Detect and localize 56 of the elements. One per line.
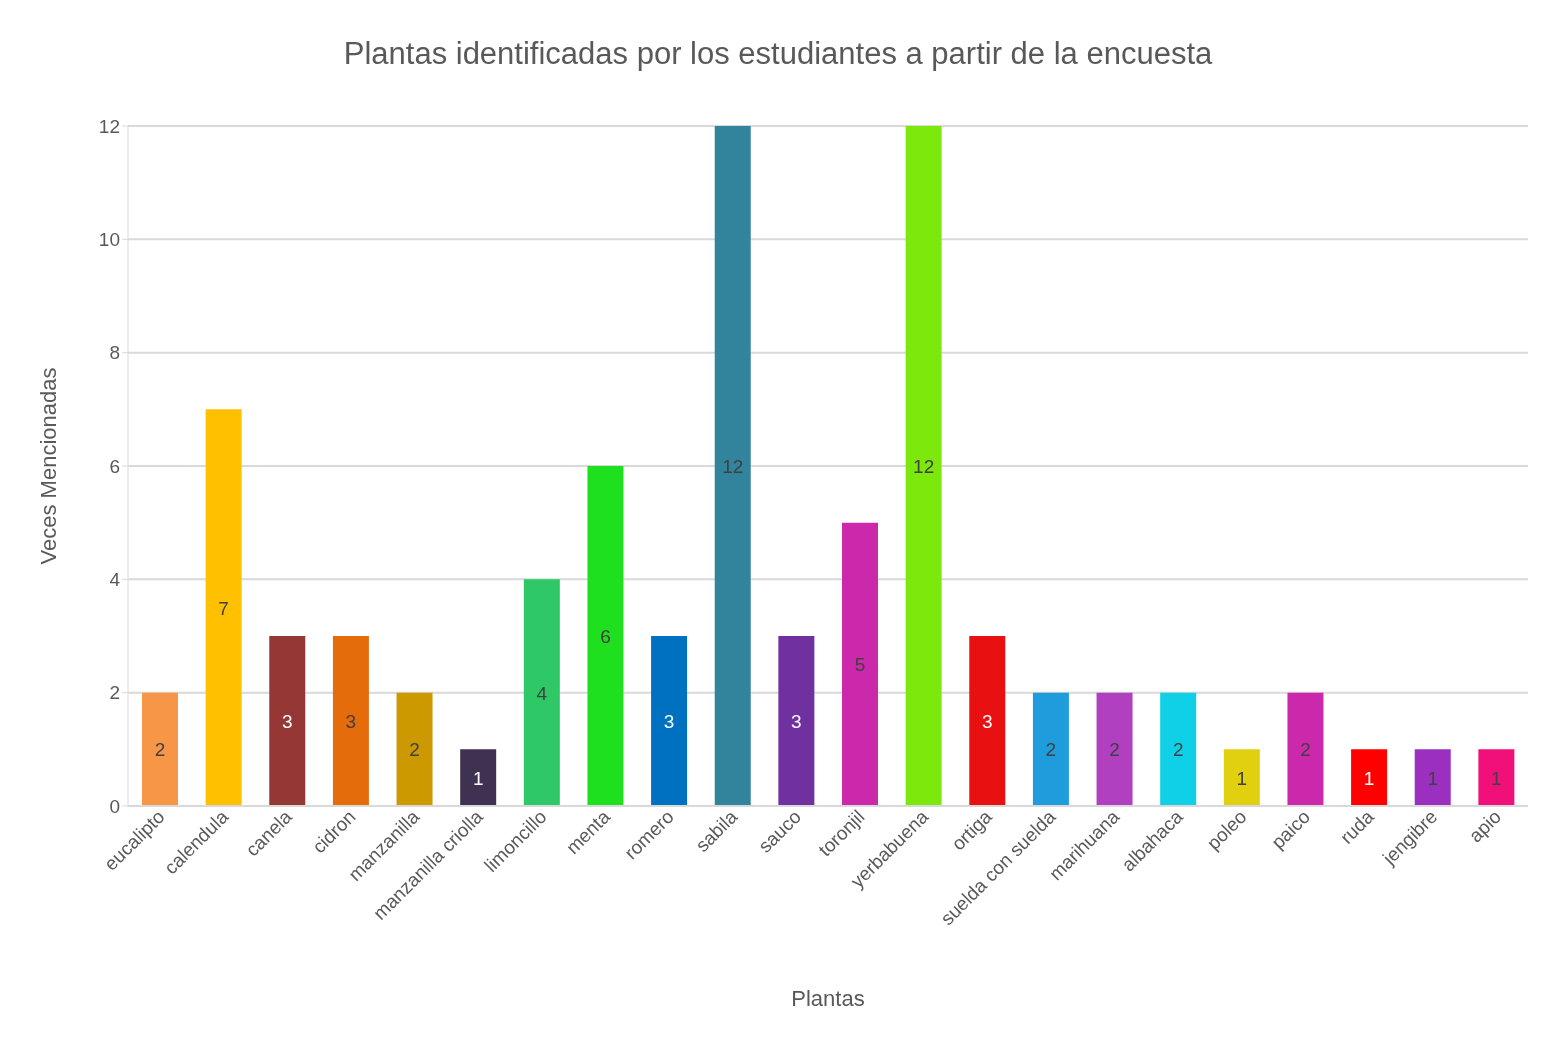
bar	[1478, 749, 1515, 806]
data-label: 3	[981, 711, 993, 732]
bar	[396, 692, 433, 806]
data-label: 1	[1363, 767, 1375, 789]
data-label: 12	[913, 456, 935, 477]
data-label: 2	[1109, 739, 1120, 761]
y-tick-label: 12	[98, 115, 120, 137]
bar	[142, 692, 178, 806]
data-label: 2	[1300, 739, 1311, 761]
data-label: 3	[663, 711, 675, 732]
bar	[1414, 749, 1451, 806]
x-axis-title: Plantas	[791, 986, 865, 1011]
bar	[460, 749, 497, 806]
y-tick-label: 6	[109, 455, 120, 477]
bar	[651, 636, 688, 806]
data-label: 5	[854, 654, 866, 676]
bar	[1096, 692, 1133, 806]
bar	[523, 579, 560, 806]
bar	[269, 636, 306, 806]
y-tick-label: 8	[109, 342, 120, 364]
bar	[587, 466, 624, 806]
y-tick-label: 10	[98, 229, 120, 251]
data-label: 1	[1491, 767, 1502, 789]
data-label: 2	[1172, 739, 1184, 761]
data-label: 3	[791, 711, 802, 732]
data-label: 7	[218, 597, 229, 619]
bar	[205, 409, 242, 806]
y-tick-label: 0	[109, 795, 120, 817]
data-label: 3	[345, 711, 357, 732]
data-label: 6	[600, 626, 611, 647]
bar	[842, 522, 878, 806]
bar	[1351, 749, 1388, 806]
bar	[1223, 749, 1260, 806]
data-label: 1	[1427, 767, 1439, 789]
data-label: 3	[281, 711, 293, 732]
x-tick-label: ruda	[1336, 805, 1379, 848]
bar	[1160, 692, 1197, 806]
y-tick-label: 2	[109, 682, 120, 704]
x-tick-label: apio	[1464, 805, 1506, 847]
data-label: 1	[472, 767, 484, 789]
data-label: 1	[1236, 767, 1248, 789]
bar	[1032, 692, 1069, 806]
y-tick-label: 4	[109, 569, 121, 591]
bar	[778, 636, 815, 806]
data-label: 4	[536, 682, 548, 704]
bar	[1287, 692, 1324, 806]
bar	[714, 126, 751, 806]
y-axis-title: Veces Mencionadas	[35, 367, 61, 565]
bar	[332, 636, 369, 806]
data-label: 2	[1045, 739, 1057, 761]
data-label: 12	[722, 456, 744, 477]
bar	[905, 126, 942, 806]
data-label: 2	[409, 739, 420, 761]
chart-title: Plantas identificadas por los estudiantes a partir de la encuesta	[342, 35, 1214, 73]
bar	[969, 636, 1006, 806]
data-label: 2	[154, 739, 166, 761]
